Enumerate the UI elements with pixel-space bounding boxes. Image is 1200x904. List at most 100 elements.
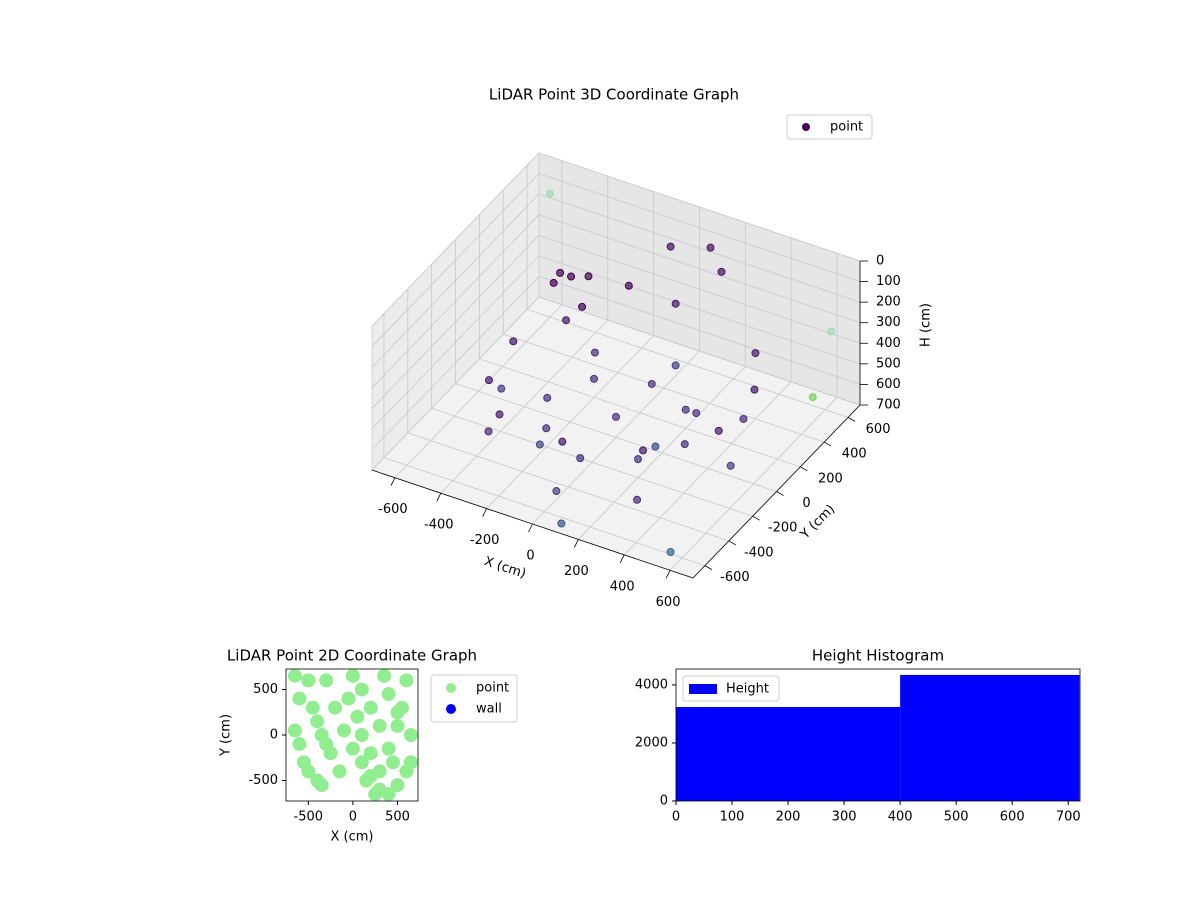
point	[671, 361, 680, 370]
grid-line	[371, 255, 540, 430]
point	[666, 242, 675, 251]
legend-marker	[446, 683, 456, 693]
point	[354, 755, 369, 770]
point	[557, 519, 566, 528]
legend-box	[786, 114, 873, 140]
point	[827, 327, 836, 336]
x-tick-label: 500	[385, 810, 410, 825]
point	[556, 268, 565, 277]
x-tick-label: 0	[349, 810, 357, 825]
grid-line	[431, 407, 753, 517]
point	[386, 755, 401, 770]
chart-title: LiDAR Point 2D Coordinate Graph	[227, 647, 477, 665]
point	[363, 700, 378, 715]
y-tick-label: 4000	[635, 677, 668, 692]
point	[578, 302, 587, 311]
z-tick-label: 0	[876, 254, 884, 269]
tick-mark	[436, 492, 442, 502]
y-tick-label: 0	[802, 496, 810, 511]
grid-line	[371, 235, 540, 409]
point	[372, 764, 387, 779]
point	[390, 778, 405, 793]
grid-line	[371, 173, 540, 347]
x-tick-label: 400	[610, 579, 635, 594]
tick-mark	[704, 565, 713, 570]
point	[576, 454, 585, 463]
tick-mark	[824, 441, 832, 447]
point	[323, 746, 338, 761]
x-tick-label: 0	[526, 549, 534, 564]
grid-line	[538, 214, 861, 324]
legend-label: point	[830, 120, 863, 135]
z-tick-label: 300	[876, 315, 901, 330]
point	[671, 299, 680, 308]
tick-mark	[728, 540, 736, 546]
x-tick-label: -400	[424, 518, 454, 533]
point	[484, 376, 493, 385]
z-tick-label: 200	[876, 295, 901, 310]
z-axis-label: H (cm)	[919, 303, 934, 347]
tick-mark	[390, 477, 396, 486]
point	[345, 669, 360, 683]
axis-line	[371, 469, 694, 579]
tick-mark	[528, 523, 533, 533]
point	[336, 723, 351, 738]
legend-box	[682, 675, 780, 702]
grid-line	[371, 214, 540, 388]
tick-mark	[482, 508, 488, 517]
point	[287, 723, 302, 738]
tick-mark	[776, 491, 784, 496]
tick-mark	[573, 539, 579, 548]
y-tick-label: 2000	[635, 735, 668, 750]
x-tick-label: 300	[832, 810, 857, 825]
point	[292, 737, 307, 752]
z-tick-label: 100	[876, 274, 901, 289]
grid-line	[371, 296, 540, 471]
point	[549, 278, 558, 287]
x-tick-label: 400	[888, 810, 913, 825]
point	[319, 673, 334, 688]
point	[341, 691, 356, 706]
grid-line	[538, 296, 861, 406]
y-tick-label: 0	[270, 728, 278, 743]
y-tick-label: 400	[842, 447, 867, 462]
point	[484, 427, 493, 436]
grid-line	[479, 358, 801, 468]
point	[354, 728, 369, 742]
grid-line	[538, 193, 861, 303]
point	[647, 379, 656, 388]
x-tick-label: 200	[564, 564, 589, 579]
point	[726, 461, 735, 470]
x-tick-label: 700	[1056, 810, 1081, 825]
point	[717, 267, 726, 276]
x-tick-label: 600	[656, 595, 681, 610]
legend-marker	[446, 704, 456, 714]
x-tick-label: -500	[294, 810, 324, 825]
point	[552, 487, 561, 496]
grid-line	[503, 333, 825, 443]
point	[808, 393, 817, 402]
point	[546, 189, 554, 198]
point	[359, 773, 374, 788]
grid-line	[538, 255, 861, 365]
point	[377, 669, 392, 683]
point	[584, 272, 593, 281]
x-tick-label: -200	[470, 533, 500, 548]
point	[381, 741, 396, 756]
point	[634, 455, 642, 464]
point	[354, 682, 369, 697]
point	[751, 349, 760, 358]
point	[372, 718, 387, 733]
point	[332, 764, 347, 779]
bar	[900, 674, 1080, 801]
y-axis-label: Y (cm)	[219, 714, 234, 757]
point	[328, 700, 343, 715]
legend-marker	[689, 684, 717, 694]
axis-line	[692, 404, 861, 579]
point	[681, 405, 690, 414]
point	[292, 691, 307, 706]
x-axis-label: X (cm)	[482, 554, 528, 582]
y-tick-label: -600	[720, 570, 750, 585]
x-tick-label: -600	[378, 502, 408, 517]
